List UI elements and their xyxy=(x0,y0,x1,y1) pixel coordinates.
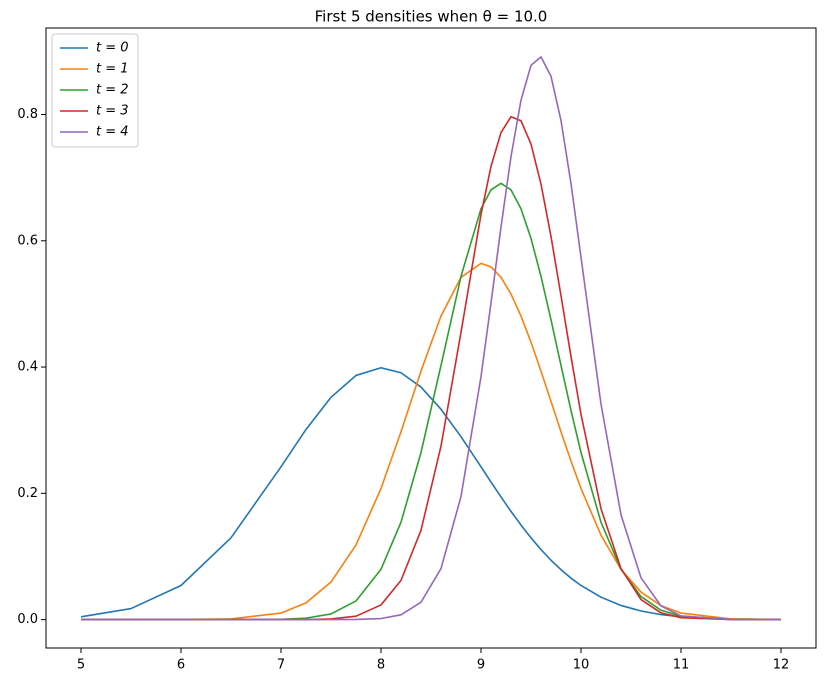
legend-label: t = 2 xyxy=(96,83,129,98)
y-tick-label: 0.6 xyxy=(17,233,38,248)
legend-label: t = 1 xyxy=(96,62,129,77)
y-tick-label: 0.0 xyxy=(17,612,38,627)
x-tick-label: 11 xyxy=(673,658,690,673)
chart-title: First 5 densities when θ = 10.0 xyxy=(315,8,548,26)
x-tick-label: 12 xyxy=(773,658,790,673)
x-tick-label: 6 xyxy=(177,658,185,673)
legend-label: t = 4 xyxy=(96,125,129,140)
legend-label: t = 0 xyxy=(96,41,129,56)
series-line xyxy=(80,366,782,621)
x-tick-label: 10 xyxy=(573,658,590,673)
y-tick-label: 0.4 xyxy=(17,360,38,375)
legend-label: t = 3 xyxy=(96,104,129,119)
x-tick-label: 5 xyxy=(77,658,85,673)
x-tick-label: 8 xyxy=(377,658,385,673)
y-tick-label: 0.2 xyxy=(17,486,38,501)
x-tick-label: 9 xyxy=(477,658,485,673)
plot-frame xyxy=(45,27,817,649)
legend-box xyxy=(51,33,139,148)
x-tick-label: 7 xyxy=(277,658,285,673)
series-line xyxy=(81,56,782,621)
y-tick-label: 0.8 xyxy=(17,107,38,122)
